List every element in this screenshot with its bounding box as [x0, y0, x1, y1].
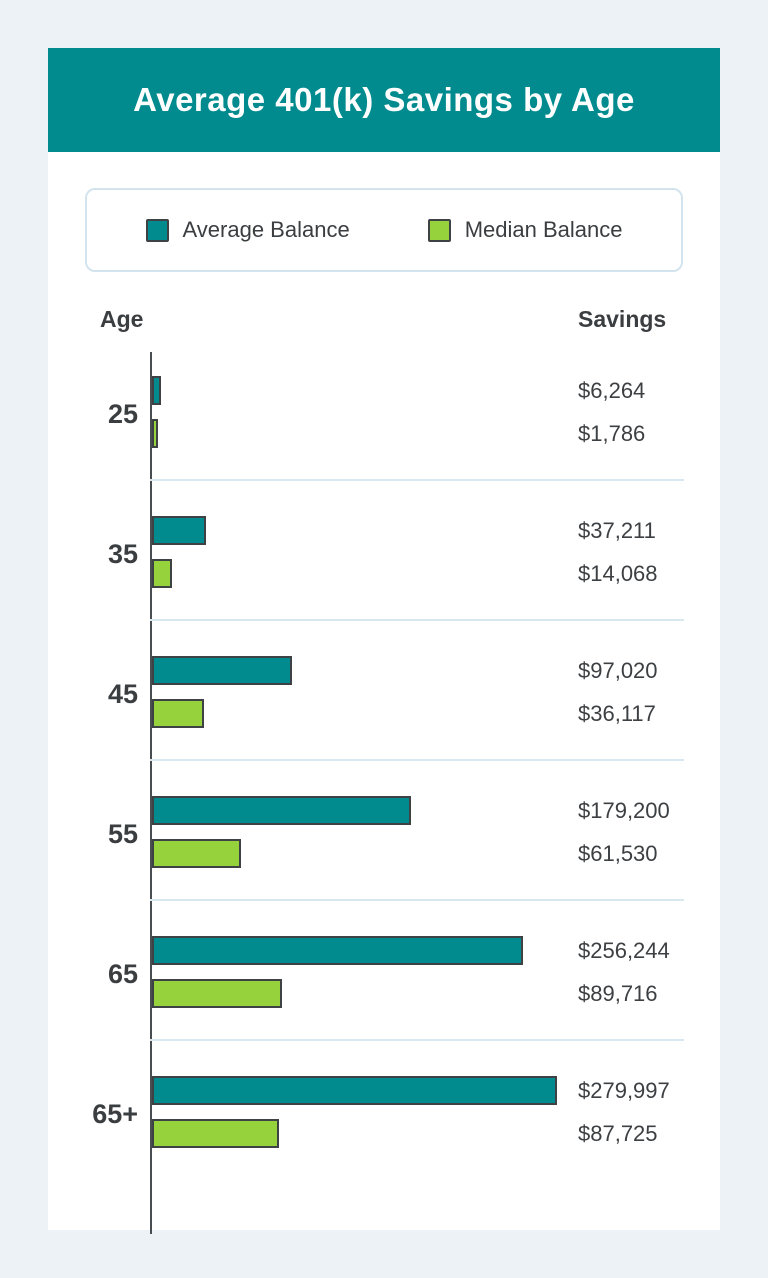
median-balance-bar	[152, 979, 282, 1008]
average-balance-bar	[152, 1076, 557, 1105]
age-tick-label: 55	[107, 819, 138, 849]
chart-row: 65+ $279,997 $87,725	[48, 1055, 720, 1195]
age-tick-label: 45	[107, 679, 138, 709]
median-balance-value: $89,716	[578, 981, 658, 1006]
median-balance-value: $87,725	[578, 1121, 658, 1146]
page-title: Average 401(k) Savings by Age	[133, 81, 635, 118]
average-balance-value: $179,200	[578, 798, 670, 823]
legend-item-average: Average Balance	[145, 217, 350, 243]
chart-card: Average 401(k) Savings by Age Average Ba…	[48, 48, 720, 1234]
bar-chart: 25 $6,264 $1,786 35 $37,211 $14,068 45 $…	[48, 48, 720, 1234]
chart-legend: Average Balance Median Balance	[85, 188, 683, 272]
age-tick-label: 35	[107, 539, 138, 569]
row-separator	[150, 619, 684, 621]
chart-row: 25 $6,264 $1,786	[48, 355, 720, 495]
median-balance-value: $61,530	[578, 841, 658, 866]
median-balance-swatch-icon	[427, 218, 451, 242]
age-tick-label: 25	[107, 399, 138, 429]
median-balance-value: $14,068	[578, 561, 658, 586]
chart-row: 65 $256,244 $89,716	[48, 915, 720, 1055]
average-balance-value: $279,997	[578, 1078, 670, 1103]
average-balance-value: $256,244	[578, 938, 670, 963]
savings-column-header: Savings	[578, 306, 667, 332]
chart-row: 55 $179,200 $61,530	[48, 775, 720, 915]
average-balance-bar	[152, 936, 523, 965]
average-balance-bar	[152, 656, 293, 685]
average-balance-bar	[152, 796, 412, 825]
median-balance-value: $36,117	[578, 701, 656, 726]
chart-row: 45 $97,020 $36,117	[48, 635, 720, 775]
average-balance-value: $6,264	[578, 378, 646, 403]
row-separator	[150, 479, 684, 481]
median-balance-value: $1,786	[578, 421, 646, 446]
legend-item-median: Median Balance	[427, 217, 623, 243]
age-tick-label: 65	[107, 959, 138, 989]
age-column-header: Age	[100, 306, 144, 332]
average-balance-bar	[152, 516, 206, 545]
row-separator	[150, 1039, 684, 1041]
row-separator	[150, 759, 684, 761]
median-balance-bar	[152, 1119, 279, 1148]
median-balance-bar	[152, 559, 173, 588]
chart-row: 35 $37,211 $14,068	[48, 495, 720, 635]
average-balance-value: $37,211	[578, 518, 656, 543]
age-tick-label: 65+	[92, 1099, 138, 1129]
chart-header: Average 401(k) Savings by Age	[48, 48, 720, 152]
average-balance-bar	[152, 376, 162, 405]
average-balance-swatch-icon	[145, 218, 169, 242]
average-balance-value: $97,020	[578, 658, 658, 683]
legend-label-average: Average Balance	[182, 217, 350, 242]
legend-label-median: Median Balance	[464, 217, 623, 242]
median-balance-bar	[152, 839, 241, 868]
median-balance-bar	[152, 699, 205, 728]
median-balance-bar	[152, 419, 158, 448]
row-separator	[150, 899, 684, 901]
category-axis-line	[150, 352, 152, 1234]
